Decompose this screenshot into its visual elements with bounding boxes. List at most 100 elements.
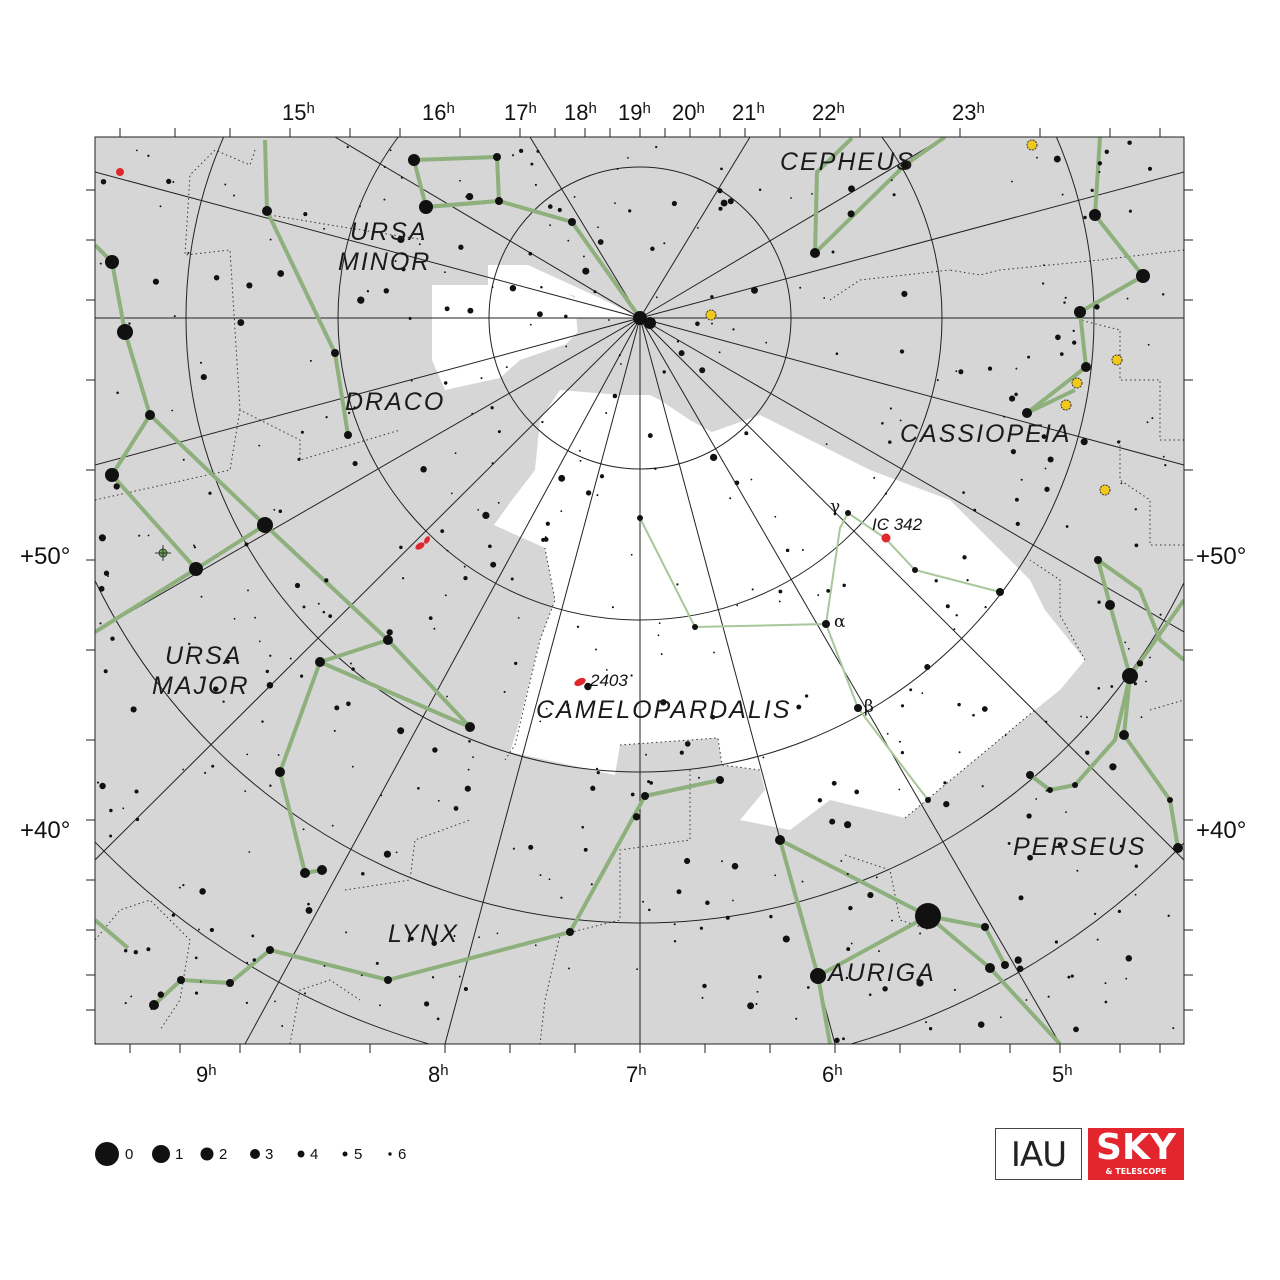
star (881, 422, 884, 425)
star (886, 732, 889, 735)
draco-white-patch (432, 265, 578, 390)
star (699, 926, 703, 930)
legend-dot-0 (95, 1142, 119, 1166)
star (883, 523, 886, 526)
star (103, 570, 110, 576)
star (1053, 155, 1061, 163)
star (593, 290, 597, 294)
star (847, 210, 855, 218)
star (157, 991, 165, 998)
star (245, 1001, 249, 1005)
star (305, 906, 313, 914)
star (900, 704, 905, 708)
star (135, 817, 140, 822)
star (636, 968, 638, 971)
dec-label-right-40: +40° (1196, 817, 1246, 844)
star (159, 205, 162, 208)
ra-label-17: 17h (504, 100, 537, 125)
star (736, 604, 739, 607)
star (482, 511, 490, 519)
star (246, 961, 249, 964)
star (266, 682, 274, 689)
star (446, 695, 448, 698)
star (710, 714, 716, 720)
star (266, 946, 274, 954)
star (654, 467, 657, 470)
star (357, 296, 365, 304)
star (463, 575, 468, 581)
star (1145, 680, 1147, 683)
star (632, 813, 641, 821)
star (560, 510, 563, 513)
star (233, 194, 235, 197)
star (244, 790, 247, 793)
star (529, 323, 532, 326)
star (567, 239, 570, 242)
star (419, 200, 433, 214)
star (265, 669, 269, 674)
star (953, 988, 956, 991)
star (465, 722, 475, 732)
star (1054, 940, 1058, 944)
star (1045, 720, 1048, 723)
star (258, 444, 261, 447)
star (383, 165, 386, 168)
star (386, 629, 393, 636)
star (211, 764, 215, 768)
star (628, 209, 632, 213)
star (105, 468, 119, 482)
star (1167, 797, 1173, 803)
star (333, 729, 336, 732)
star (384, 976, 392, 984)
star (596, 494, 599, 497)
star (109, 834, 113, 838)
label-alpha: α (834, 612, 846, 632)
star (844, 821, 852, 829)
star (1045, 789, 1048, 792)
star (375, 961, 379, 965)
star (614, 202, 616, 205)
star (1097, 600, 1101, 604)
star (110, 636, 115, 641)
star (331, 349, 339, 357)
star (1136, 660, 1144, 667)
star (1094, 556, 1102, 564)
star (848, 185, 855, 193)
ra-label-22: 22h (812, 100, 845, 125)
star (1047, 456, 1054, 463)
star (829, 975, 832, 978)
star (673, 923, 676, 926)
star (490, 406, 494, 410)
star (1120, 482, 1123, 485)
star (597, 239, 604, 245)
star (1009, 395, 1016, 402)
star (409, 936, 414, 941)
star (199, 980, 202, 983)
star (645, 753, 647, 756)
label-perseus: PERSEUS (1013, 833, 1146, 861)
star (1014, 392, 1018, 397)
star (1081, 362, 1091, 372)
star (277, 270, 285, 277)
star (346, 701, 351, 707)
star (303, 992, 307, 995)
star (1083, 215, 1087, 220)
star (1128, 209, 1132, 213)
star (1070, 974, 1074, 978)
star (361, 871, 365, 876)
star (417, 786, 420, 790)
star (446, 549, 449, 552)
star (1065, 525, 1069, 528)
star (224, 183, 227, 186)
star (122, 807, 125, 810)
frame-ticks (86, 128, 1193, 1053)
star (275, 767, 285, 777)
star (612, 393, 618, 399)
star (194, 956, 198, 960)
star (916, 979, 924, 987)
star (331, 824, 334, 827)
star (1117, 440, 1121, 444)
star (699, 367, 706, 374)
star (465, 192, 474, 201)
